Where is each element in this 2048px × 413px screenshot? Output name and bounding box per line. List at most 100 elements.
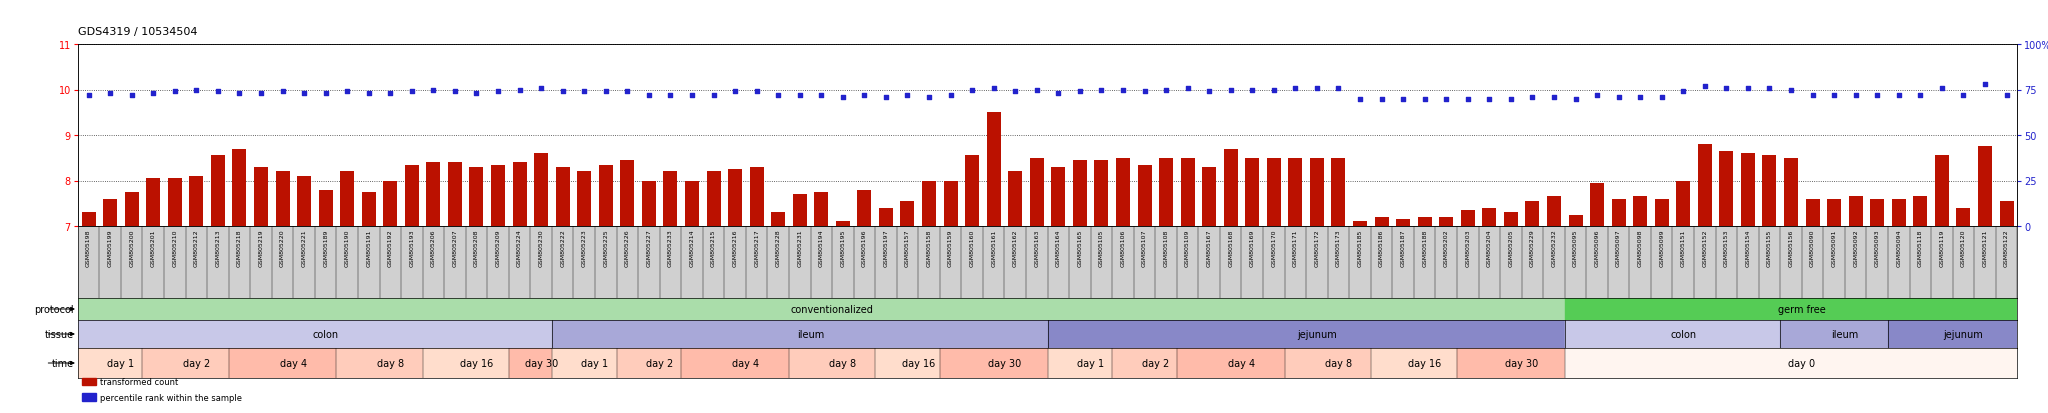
Text: GSM805229: GSM805229 (1530, 229, 1534, 266)
Point (137, 90, 170, 97)
Text: GSM805098: GSM805098 (1638, 229, 1642, 266)
Point (913, 94, 946, 101)
Point (223, 90, 256, 97)
Bar (1202, 167, 1217, 226)
Text: GSM805120: GSM805120 (1960, 229, 1966, 266)
Text: GSM805171: GSM805171 (1292, 229, 1298, 266)
Bar (426, 163, 440, 226)
Bar (940, 348, 1049, 378)
Bar (422, 348, 508, 378)
Point (1343, 96, 1376, 103)
Point (418, 87, 451, 94)
Text: day 30: day 30 (987, 358, 1022, 368)
Bar (1655, 199, 1669, 226)
Point (1366, 96, 1399, 103)
Bar (1913, 197, 1927, 226)
Bar (102, 199, 117, 226)
Bar (1440, 217, 1454, 226)
Text: GSM805227: GSM805227 (647, 229, 651, 266)
Bar (1049, 348, 1112, 378)
Text: day 0: day 0 (1788, 358, 1815, 368)
Bar (145, 179, 160, 226)
Bar (1999, 202, 2013, 226)
Bar (297, 176, 311, 226)
Point (848, 93, 881, 99)
Text: day 8: day 8 (377, 358, 403, 368)
Text: GSM805207: GSM805207 (453, 229, 457, 266)
Point (352, 90, 385, 97)
Text: GSM805201: GSM805201 (152, 229, 156, 266)
Point (1042, 90, 1075, 97)
Text: conventionalized: conventionalized (791, 304, 874, 314)
Point (1710, 85, 1743, 92)
Bar (336, 348, 422, 378)
Text: GSM805198: GSM805198 (86, 229, 90, 266)
Bar (1030, 158, 1044, 226)
Bar (231, 149, 246, 226)
Point (696, 93, 729, 99)
Text: GSM805226: GSM805226 (625, 229, 631, 266)
Text: GSM805096: GSM805096 (1595, 229, 1599, 266)
Bar (1159, 158, 1174, 226)
Point (653, 93, 686, 99)
Point (1214, 87, 1247, 94)
Point (1085, 87, 1118, 94)
Bar (1460, 211, 1475, 226)
Bar (1526, 202, 1540, 226)
Bar (168, 179, 182, 226)
Text: day 2: day 2 (182, 358, 211, 368)
Point (72, 93, 104, 99)
Bar (987, 113, 1001, 226)
Bar (1288, 158, 1303, 226)
Bar (1178, 348, 1284, 378)
Text: GDS4319 / 10534504: GDS4319 / 10534504 (78, 27, 197, 38)
Bar (621, 161, 635, 226)
Point (1688, 83, 1720, 90)
Point (115, 93, 147, 99)
Bar (535, 154, 549, 226)
Point (1538, 94, 1571, 101)
Text: GSM805188: GSM805188 (1421, 229, 1427, 266)
Text: GSM805097: GSM805097 (1616, 229, 1622, 266)
Text: time: time (51, 358, 74, 368)
Point (1149, 87, 1182, 94)
Bar (1565, 348, 2017, 378)
Text: GSM805185: GSM805185 (1358, 229, 1362, 266)
Point (158, 89, 190, 95)
Point (1300, 85, 1333, 92)
Point (1731, 85, 1763, 92)
Bar (469, 167, 483, 226)
Text: GSM805191: GSM805191 (367, 229, 371, 266)
Text: GSM805222: GSM805222 (561, 229, 565, 266)
Text: day 8: day 8 (1325, 358, 1352, 368)
Point (1430, 96, 1462, 103)
Point (739, 89, 772, 95)
Bar (1870, 199, 1884, 226)
Point (1409, 96, 1442, 103)
Bar (362, 192, 375, 226)
Bar (406, 165, 420, 226)
Point (1882, 93, 1915, 99)
Text: tissue: tissue (45, 329, 74, 339)
Point (1516, 94, 1548, 101)
Point (1171, 85, 1204, 92)
Bar (1565, 298, 2017, 320)
Point (1581, 93, 1614, 99)
Text: jejunum: jejunum (1944, 329, 1982, 339)
Point (481, 89, 514, 95)
Text: GSM805215: GSM805215 (711, 229, 717, 266)
Bar (1331, 158, 1346, 226)
Text: GSM805159: GSM805159 (948, 229, 952, 266)
Point (201, 89, 233, 95)
Point (1063, 89, 1096, 95)
Bar (78, 348, 143, 378)
Bar (1456, 348, 1565, 378)
Text: GSM805156: GSM805156 (1788, 229, 1794, 266)
Text: GSM805094: GSM805094 (1896, 229, 1901, 266)
Point (1948, 93, 1980, 99)
Point (287, 90, 319, 97)
Point (395, 89, 428, 95)
Bar (551, 348, 616, 378)
Text: GSM805206: GSM805206 (430, 229, 436, 266)
Point (461, 90, 494, 97)
